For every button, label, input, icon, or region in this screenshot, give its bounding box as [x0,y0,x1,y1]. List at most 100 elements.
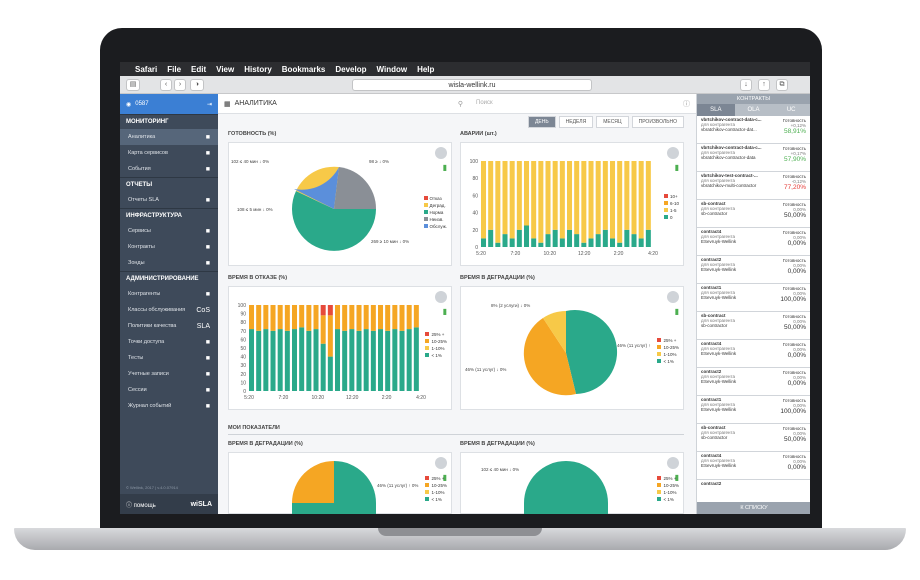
logout-icon[interactable]: ⇥ [206,101,212,108]
sidebar-item[interactable]: Аналитика ■ [120,129,218,145]
bar-segment [610,161,616,239]
download-icon[interactable]: ↓ [740,79,752,91]
shield-icon[interactable]: ◑ [190,79,204,91]
forward-button[interactable]: › [174,79,186,91]
sidebar-item[interactable]: Зонды ■ [120,255,218,271]
y-tick-label: 20 [472,228,478,234]
sidebar-item[interactable]: Контрагенты ■ [120,286,218,302]
contract-row[interactable]: sb-contract для контрагента sb-contractor Г… [697,312,810,340]
sidebar-item[interactable]: Учетные записи ■ [120,366,218,382]
pie-view-icon[interactable] [667,291,679,303]
to-list-button[interactable]: К СПИСКУ [697,502,810,514]
contract-row[interactable]: contract4 для контрагента ESevruyk-Wellink… [697,340,810,368]
metric-value: 77,20% [783,184,806,191]
contract-row[interactable]: contract1 для контрагента ESevruyk-Wellink… [697,396,810,424]
pie-view-icon[interactable] [435,291,447,303]
contracts-list: vbrtchikov-contract-data-c... для контраг… [697,116,810,508]
contract-row[interactable]: contract2 для контрагента ESevruyk-Wellink… [697,368,810,396]
metric-delta: 0,00% [793,291,806,296]
back-button[interactable]: ‹ [160,79,172,91]
contract-row[interactable]: vbrtchikov-test-contract-... для контраге… [697,172,810,200]
sidebar-toggle-button[interactable]: ▤ [126,79,140,91]
db-icon: ■ [205,402,210,410]
user-icon[interactable]: ◉ [126,101,132,108]
pie-view-icon[interactable] [435,147,447,159]
contract-row[interactable]: vbrtchikov-contract-data-c... для контраг… [697,144,810,172]
sidebar-item[interactable]: События ■ [120,161,218,177]
sidebar-item[interactable]: Классы обслуживания CoS [120,302,218,318]
sidebar-sections: МОНИТОРИНГ Аналитика ■ Карта сервисов ■ Событ… [120,114,218,414]
menu-develop[interactable]: Develop [335,64,367,74]
tab-sla[interactable]: SLA [697,104,735,116]
contract-row[interactable]: contract2 для контрагента ESevruyk-Wellink… [697,256,810,284]
legend-item: 25% + [425,475,447,482]
tab-ola[interactable]: OLA [734,104,773,116]
contract-row[interactable]: sb-contract для контрагента sb-contractor Г… [697,424,810,452]
pie-view-icon[interactable] [667,457,679,469]
menu-window[interactable]: Window [376,64,408,74]
contract-row[interactable]: sb-contract для контрагента sb-contractor Г… [697,200,810,228]
monitor-icon: ■ [205,386,210,394]
contract-row[interactable]: contract4 для контрагента ESevruyk-Wellink… [697,452,810,480]
menu-safari[interactable]: Safari [135,64,158,74]
sidebar-item[interactable]: Сессии ■ [120,382,218,398]
contract-name: contract4 [701,229,722,234]
metric-value: 0,00% [787,380,806,387]
sidebar-item[interactable]: Отчеты SLA ■ [120,192,218,208]
period-month[interactable]: МЕСЯЦ [596,116,629,128]
contract-org: vbratchikov-contractor-data [701,155,756,160]
sidebar-item[interactable]: Контракты ■ [120,239,218,255]
filter-icon[interactable]: ⚲ [457,100,463,108]
bar-view-icon[interactable]: ▮ [442,473,447,482]
info-icon[interactable]: ⓘ [683,100,690,108]
contract-sub: для контрагента [701,150,736,155]
search-input[interactable]: Поиск [476,100,493,106]
x-tick-label: 5:20 [244,395,254,401]
menu-file[interactable]: File [167,64,182,74]
bar-view-icon[interactable]: ▮ [674,307,679,316]
menu-edit[interactable]: Edit [191,64,207,74]
contract-row[interactable]: contract1 для контрагента ESevruyk-Wellink… [697,284,810,312]
sidebar-item[interactable]: Журнал событий ■ [120,398,218,414]
url-bar[interactable]: wisla-wellink.ru [352,79,592,91]
pie-view-icon[interactable] [667,147,679,159]
bar-segment [552,229,558,247]
sidebar-item[interactable]: Карта сервисов ■ [120,145,218,161]
pie-view-icon[interactable] [435,457,447,469]
bar-segment [645,161,651,230]
bar-segment [545,234,551,247]
bar-segment [349,305,355,330]
sidebar-item[interactable]: Сервисы ■ [120,223,218,239]
help-link[interactable]: ⓘ помощь [126,502,156,509]
menu-view[interactable]: View [216,64,235,74]
bar-view-icon[interactable]: ▮ [674,163,679,172]
contract-org: ESevruyk-Wellink [701,351,737,356]
list-icon: ■ [205,227,210,235]
menu-bookmarks[interactable]: Bookmarks [281,64,326,74]
bar-segment [502,161,508,235]
sidebar-item[interactable]: Политики качества SLA [120,318,218,334]
degradation-legend: 25% + 10-25% 1-10% < 1% [657,337,679,365]
mac-menubar: Safari File Edit View History Bookmarks … [120,62,810,76]
menu-history[interactable]: History [244,64,272,74]
contract-row[interactable]: vbrtchikov-contract-data-c... для контраг… [697,116,810,144]
user-id[interactable]: 0587 [135,101,149,107]
main-content: ▦ АНАЛИТИКА ⚲ ⓘ Поиск ДЕНЬ НЕДЕЛЯ МЕСЯЦ … [218,94,696,514]
share-icon[interactable]: ↑ [758,79,770,91]
bar-segment [299,327,305,391]
menu-help[interactable]: Help [417,64,435,74]
bar-view-icon[interactable]: ▮ [442,307,447,316]
contract-row[interactable]: contract4 для контрагента ESevruyk-Wellink… [697,228,810,256]
bar-view-icon[interactable]: ▮ [674,473,679,482]
tab-uc[interactable]: UC [772,104,810,116]
period-week[interactable]: НЕДЕЛЯ [558,116,594,128]
tabs-icon[interactable]: ⧉ [776,79,788,91]
contract-org: ESevruyk-Wellink [701,267,737,272]
sidebar-item[interactable]: Точки доступа ■ [120,334,218,350]
period-day[interactable]: ДЕНЬ [528,116,556,128]
bar-view-icon[interactable]: ▮ [442,163,447,172]
bar-segment [249,329,255,391]
sidebar-item[interactable]: Тесты ■ [120,350,218,366]
period-custom[interactable]: ПРОИЗВОЛЬНО [631,116,684,128]
